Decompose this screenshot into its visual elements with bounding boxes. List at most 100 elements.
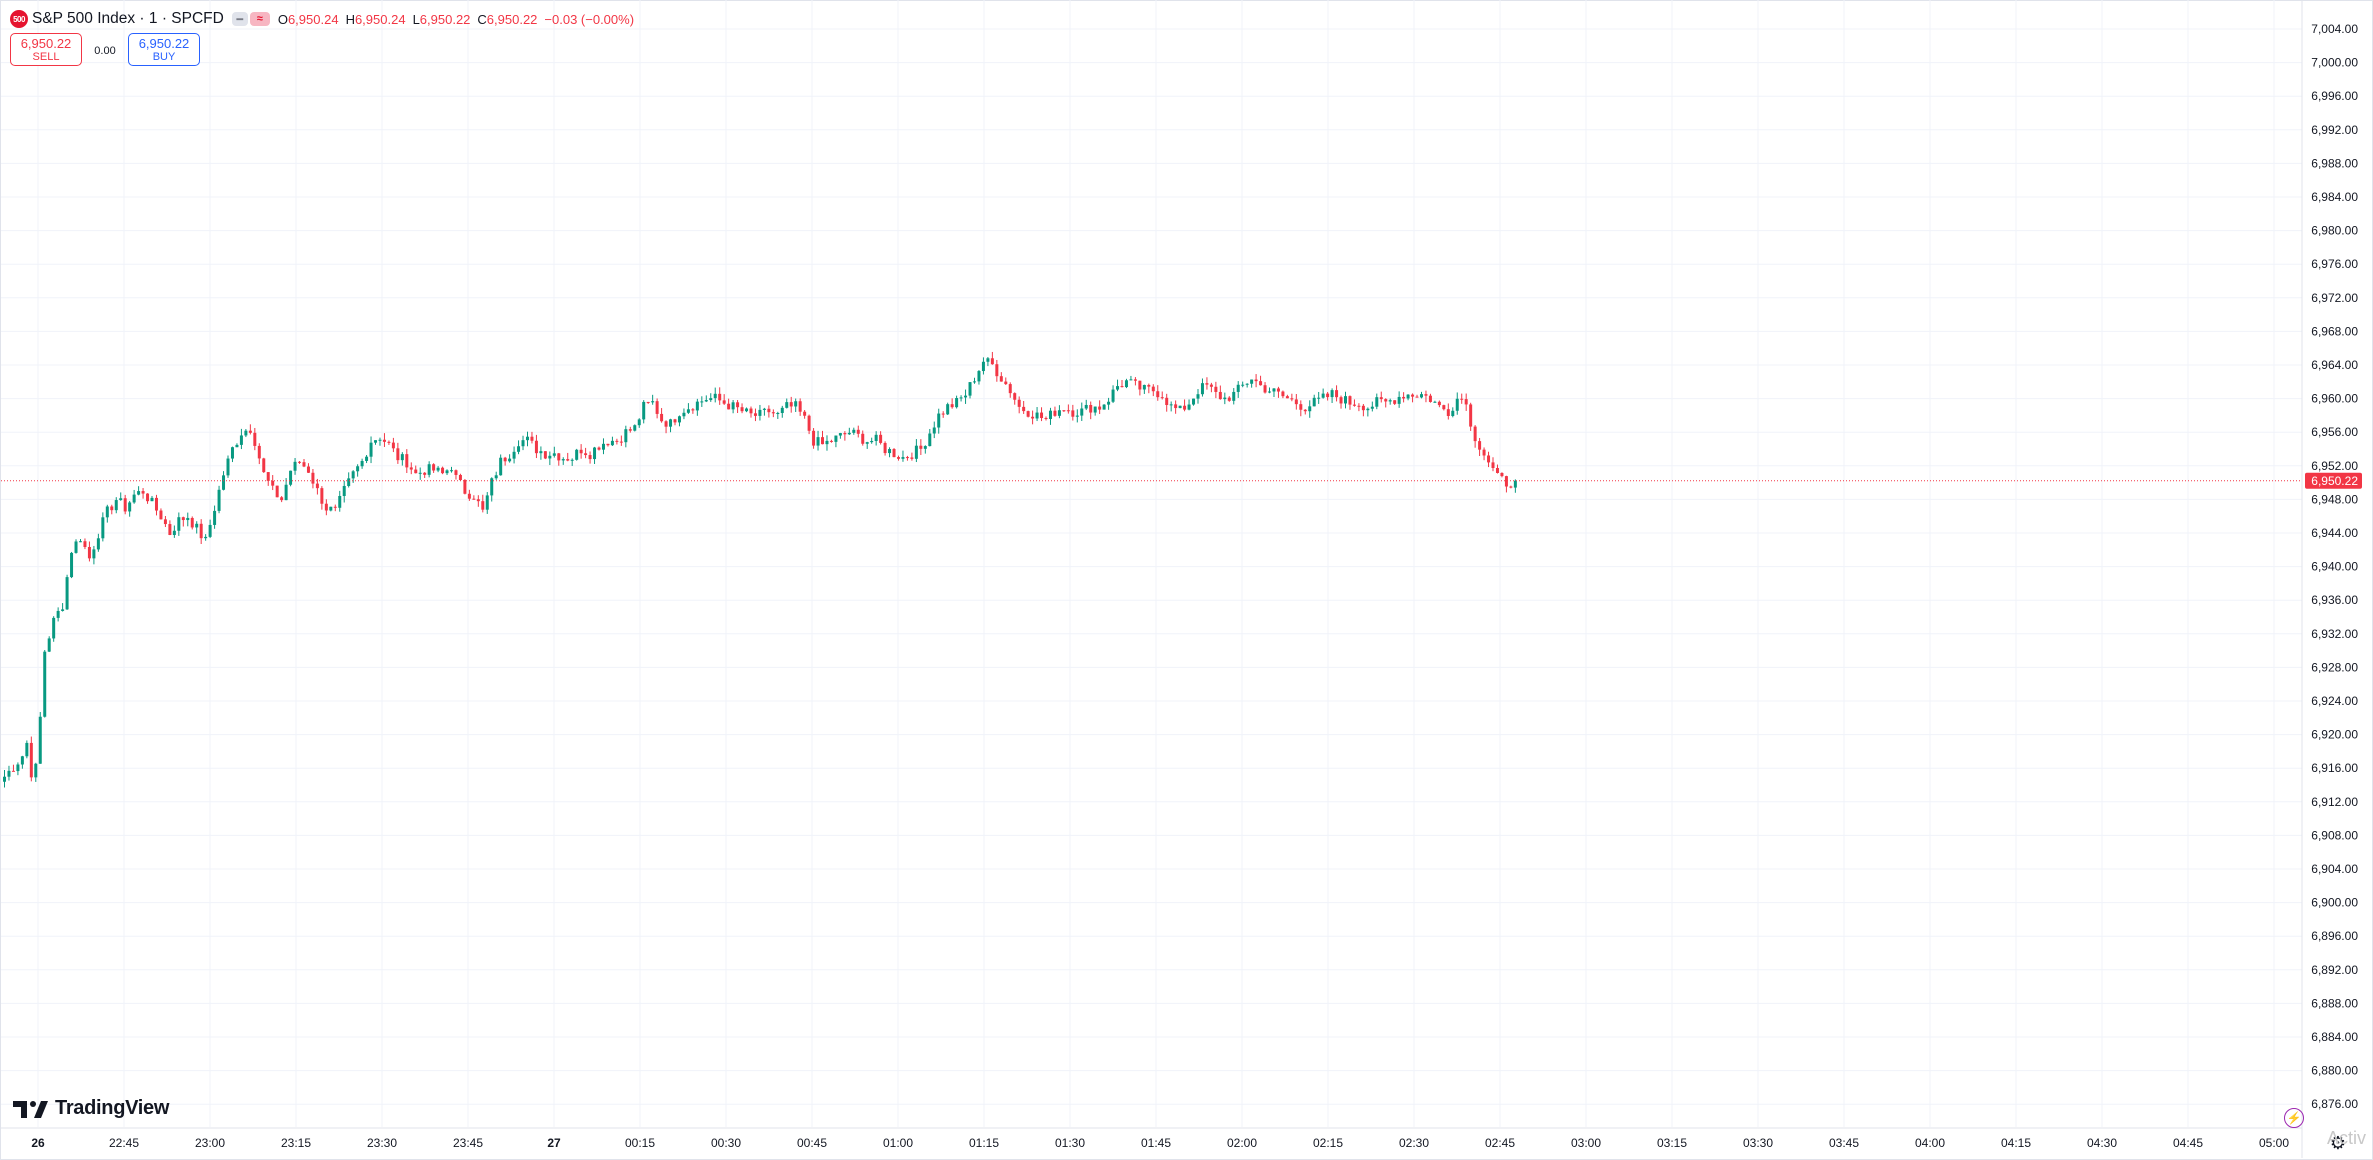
candle-body	[1147, 384, 1151, 387]
candle-body	[347, 478, 351, 486]
candle-body	[230, 447, 234, 459]
candle-body	[1209, 384, 1213, 387]
candle-body	[123, 498, 127, 512]
candle-body	[1071, 410, 1075, 417]
candle-body	[807, 415, 811, 431]
candle-body	[972, 381, 976, 383]
candle-body	[1160, 397, 1164, 399]
candle-body	[275, 485, 279, 498]
sell-button[interactable]: 6,950.22 SELL	[10, 33, 82, 66]
x-tick-label: 02:00	[1227, 1136, 1257, 1150]
buy-button[interactable]: 6,950.22 BUY	[128, 33, 200, 66]
y-tick-label: 6,928.00	[2311, 660, 2358, 674]
symbol-title[interactable]: S&P 500 Index · 1 · SPCFD	[32, 10, 224, 27]
y-tick-label: 6,904.00	[2311, 862, 2358, 876]
candle-body	[190, 517, 194, 528]
candle-body	[490, 478, 494, 496]
candle-body	[1464, 399, 1468, 405]
candle-body	[1339, 397, 1343, 404]
low-label: L	[412, 11, 420, 27]
candle-body	[883, 442, 887, 454]
activate-watermark: Activ	[2327, 1128, 2367, 1148]
candle-body	[1433, 401, 1437, 403]
candle-body	[879, 434, 883, 443]
candle-body	[365, 456, 369, 461]
candle-body	[119, 498, 123, 501]
candle-body	[244, 430, 248, 436]
candle-body	[226, 458, 230, 476]
x-tick-label: 23:45	[453, 1136, 483, 1150]
candle-body	[38, 716, 42, 764]
candle-body	[338, 495, 342, 508]
candle-body	[472, 498, 476, 500]
candle-body	[441, 467, 445, 474]
y-tick-label: 6,940.00	[2311, 560, 2358, 574]
candle-body	[910, 457, 914, 459]
tradingview-logo[interactable]: TradingView	[13, 1097, 169, 1120]
lightning-icon[interactable]: ⚡	[2284, 1108, 2304, 1128]
candle-body	[655, 401, 659, 414]
candle-body	[315, 483, 319, 489]
candle-body	[1187, 404, 1191, 410]
candle-body	[1116, 386, 1120, 390]
x-tick-label: 00:15	[625, 1136, 655, 1150]
candle-body	[293, 461, 297, 471]
candle-body	[96, 538, 100, 550]
candle-body	[1415, 396, 1419, 398]
candle-body	[391, 442, 395, 449]
candle-body	[467, 493, 471, 499]
candle-body	[213, 510, 217, 525]
x-tick-label: 01:45	[1141, 1136, 1171, 1150]
x-tick-label: 04:15	[2001, 1136, 2031, 1150]
candle-body	[34, 763, 38, 778]
candle-body	[606, 443, 610, 446]
candle-body	[432, 464, 436, 471]
candle-body	[208, 524, 212, 537]
x-tick-label: 01:00	[883, 1136, 913, 1150]
y-tick-label: 6,992.00	[2311, 123, 2358, 137]
y-tick-label: 6,960.00	[2311, 392, 2358, 406]
candle-body	[503, 457, 507, 462]
candle-body	[888, 449, 892, 454]
candle-body	[847, 432, 851, 435]
candle-body	[1379, 397, 1383, 400]
candle-body	[986, 358, 990, 362]
market-status-icon[interactable]: ≈	[249, 12, 270, 26]
candle-body	[964, 395, 968, 398]
candle-body	[56, 610, 60, 618]
candle-body	[1107, 401, 1111, 405]
candle-body	[534, 440, 538, 454]
candle-body	[1040, 412, 1044, 419]
candle-body	[892, 449, 896, 458]
y-tick-label: 6,884.00	[2311, 1030, 2358, 1044]
candle-body	[1062, 410, 1066, 412]
candle-body	[382, 439, 386, 442]
candle-body	[843, 433, 847, 435]
candle-body	[677, 416, 681, 423]
candle-body	[691, 409, 695, 411]
candle-body	[47, 638, 51, 652]
gear-icon[interactable]: ⚙	[2329, 1132, 2347, 1153]
candle-body	[660, 413, 664, 422]
symbol-legend: 500 S&P 500 Index · 1 · SPCFD ━ ≈ O 6,95…	[10, 9, 634, 29]
candle-body	[1303, 409, 1307, 412]
candle-body	[1156, 391, 1160, 398]
candle-body	[937, 413, 941, 428]
candle-body	[1151, 386, 1155, 392]
candle-body	[1281, 391, 1285, 397]
candle-body	[651, 401, 655, 403]
candle-body	[1290, 398, 1294, 400]
hide-indicator-button[interactable]: ━	[231, 12, 248, 26]
candle-body	[65, 577, 69, 610]
candle-body	[874, 434, 878, 441]
candle-body	[1218, 391, 1222, 400]
candle-body	[1428, 395, 1432, 402]
candle-body	[351, 471, 355, 479]
x-tick-label: 02:45	[1485, 1136, 1515, 1150]
candle-body	[78, 541, 82, 543]
candle-body	[400, 454, 404, 461]
x-tick-label: 01:15	[969, 1136, 999, 1150]
candle-body	[262, 458, 266, 473]
candle-body	[159, 510, 163, 520]
